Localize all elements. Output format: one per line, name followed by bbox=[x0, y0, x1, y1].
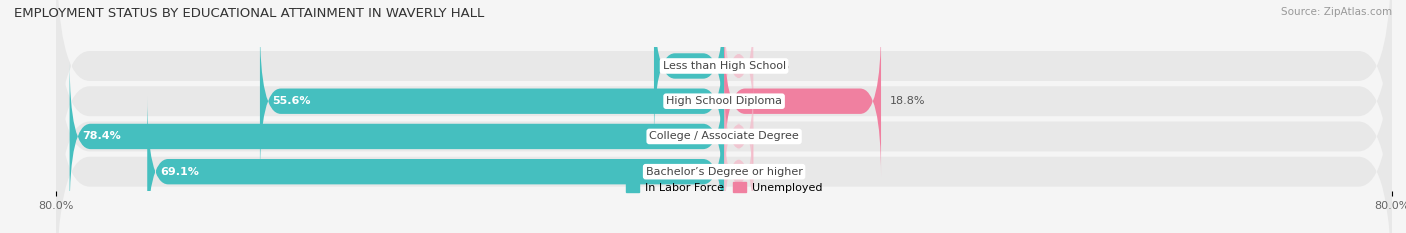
Text: High School Diploma: High School Diploma bbox=[666, 96, 782, 106]
Text: College / Associate Degree: College / Associate Degree bbox=[650, 131, 799, 141]
Legend: In Labor Force, Unemployed: In Labor Force, Unemployed bbox=[621, 177, 827, 197]
Text: 0.0%: 0.0% bbox=[762, 61, 790, 71]
Text: 18.8%: 18.8% bbox=[890, 96, 925, 106]
Text: 0.0%: 0.0% bbox=[762, 167, 790, 177]
FancyBboxPatch shape bbox=[148, 96, 724, 233]
Text: 78.4%: 78.4% bbox=[82, 131, 121, 141]
FancyBboxPatch shape bbox=[56, 0, 1392, 192]
FancyBboxPatch shape bbox=[654, 0, 724, 141]
Text: Bachelor’s Degree or higher: Bachelor’s Degree or higher bbox=[645, 167, 803, 177]
FancyBboxPatch shape bbox=[724, 114, 754, 230]
Text: 69.1%: 69.1% bbox=[160, 167, 198, 177]
FancyBboxPatch shape bbox=[724, 8, 754, 124]
FancyBboxPatch shape bbox=[724, 26, 882, 177]
FancyBboxPatch shape bbox=[260, 26, 724, 177]
Text: 8.4%: 8.4% bbox=[666, 61, 697, 71]
FancyBboxPatch shape bbox=[56, 46, 1392, 233]
Text: Less than High School: Less than High School bbox=[662, 61, 786, 71]
FancyBboxPatch shape bbox=[56, 0, 1392, 227]
Text: EMPLOYMENT STATUS BY EDUCATIONAL ATTAINMENT IN WAVERLY HALL: EMPLOYMENT STATUS BY EDUCATIONAL ATTAINM… bbox=[14, 7, 484, 20]
FancyBboxPatch shape bbox=[724, 79, 754, 194]
FancyBboxPatch shape bbox=[69, 61, 724, 212]
Text: 55.6%: 55.6% bbox=[273, 96, 311, 106]
Text: 0.0%: 0.0% bbox=[762, 131, 790, 141]
FancyBboxPatch shape bbox=[56, 10, 1392, 233]
Text: Source: ZipAtlas.com: Source: ZipAtlas.com bbox=[1281, 7, 1392, 17]
